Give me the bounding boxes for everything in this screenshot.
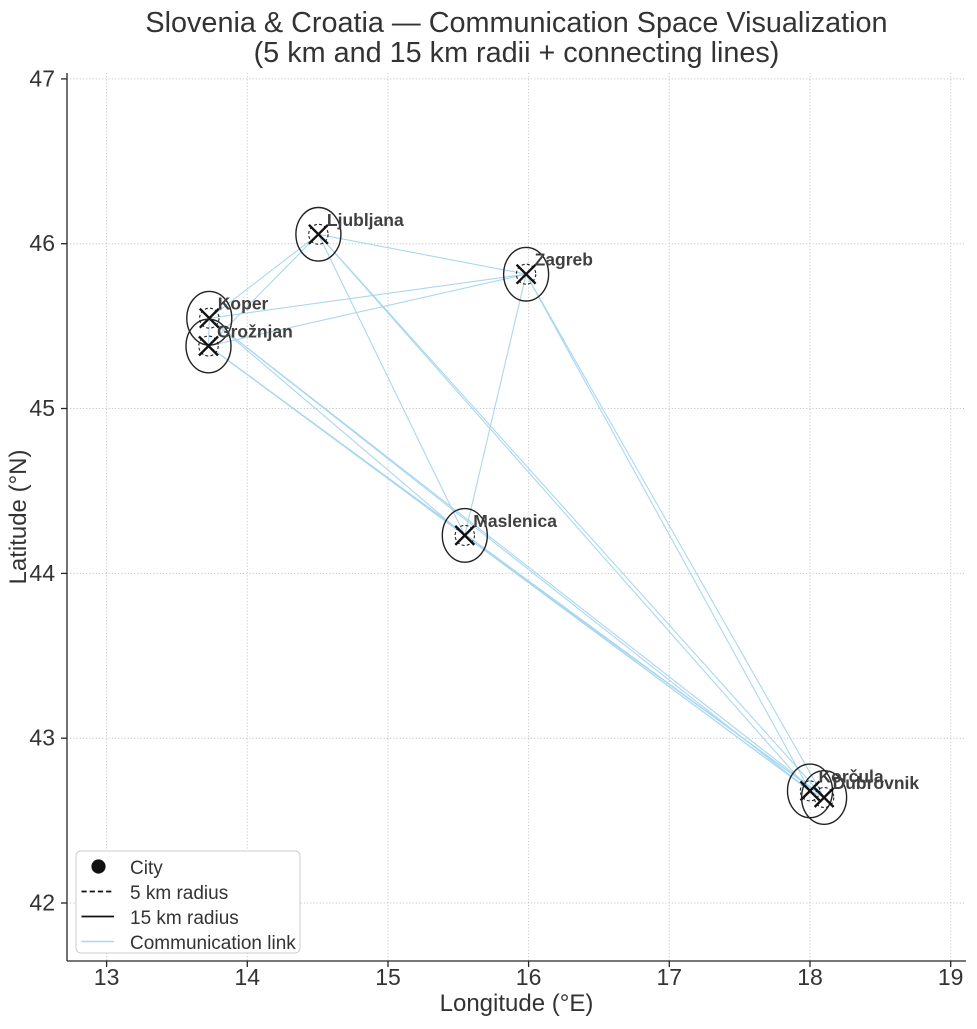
svg-text:15: 15 bbox=[375, 964, 401, 990]
svg-text:17: 17 bbox=[657, 964, 683, 990]
svg-text:15 km radius: 15 km radius bbox=[130, 908, 239, 929]
svg-text:Slovenia & Croatia — Communica: Slovenia & Croatia — Communication Space… bbox=[145, 7, 887, 39]
svg-text:18: 18 bbox=[797, 964, 823, 990]
svg-text:Koper: Koper bbox=[218, 294, 269, 314]
svg-text:City: City bbox=[130, 858, 163, 879]
svg-text:45: 45 bbox=[29, 395, 55, 421]
svg-text:Longitude (°E): Longitude (°E) bbox=[440, 990, 594, 1017]
svg-text:19: 19 bbox=[938, 964, 964, 990]
svg-text:16: 16 bbox=[516, 964, 542, 990]
svg-text:13: 13 bbox=[94, 964, 120, 990]
svg-text:14: 14 bbox=[235, 964, 261, 990]
svg-text:Communication link: Communication link bbox=[130, 933, 296, 954]
svg-text:Grožnjan: Grožnjan bbox=[217, 322, 293, 342]
svg-text:Latitude (°N): Latitude (°N) bbox=[5, 450, 32, 585]
svg-text:Ljubljana: Ljubljana bbox=[327, 210, 404, 230]
svg-text:Maslenica: Maslenica bbox=[473, 511, 557, 531]
svg-text:5 km radius: 5 km radius bbox=[130, 883, 228, 904]
svg-text:Dubrovnik: Dubrovnik bbox=[833, 773, 920, 793]
svg-text:46: 46 bbox=[29, 230, 55, 256]
svg-text:43: 43 bbox=[29, 725, 55, 751]
svg-text:44: 44 bbox=[29, 560, 55, 586]
svg-text:Zagreb: Zagreb bbox=[535, 250, 593, 270]
svg-text:(5 km and 15 km radii + connec: (5 km and 15 km radii + connecting lines… bbox=[254, 37, 780, 69]
svg-text:47: 47 bbox=[29, 65, 55, 91]
svg-text:42: 42 bbox=[29, 890, 55, 916]
